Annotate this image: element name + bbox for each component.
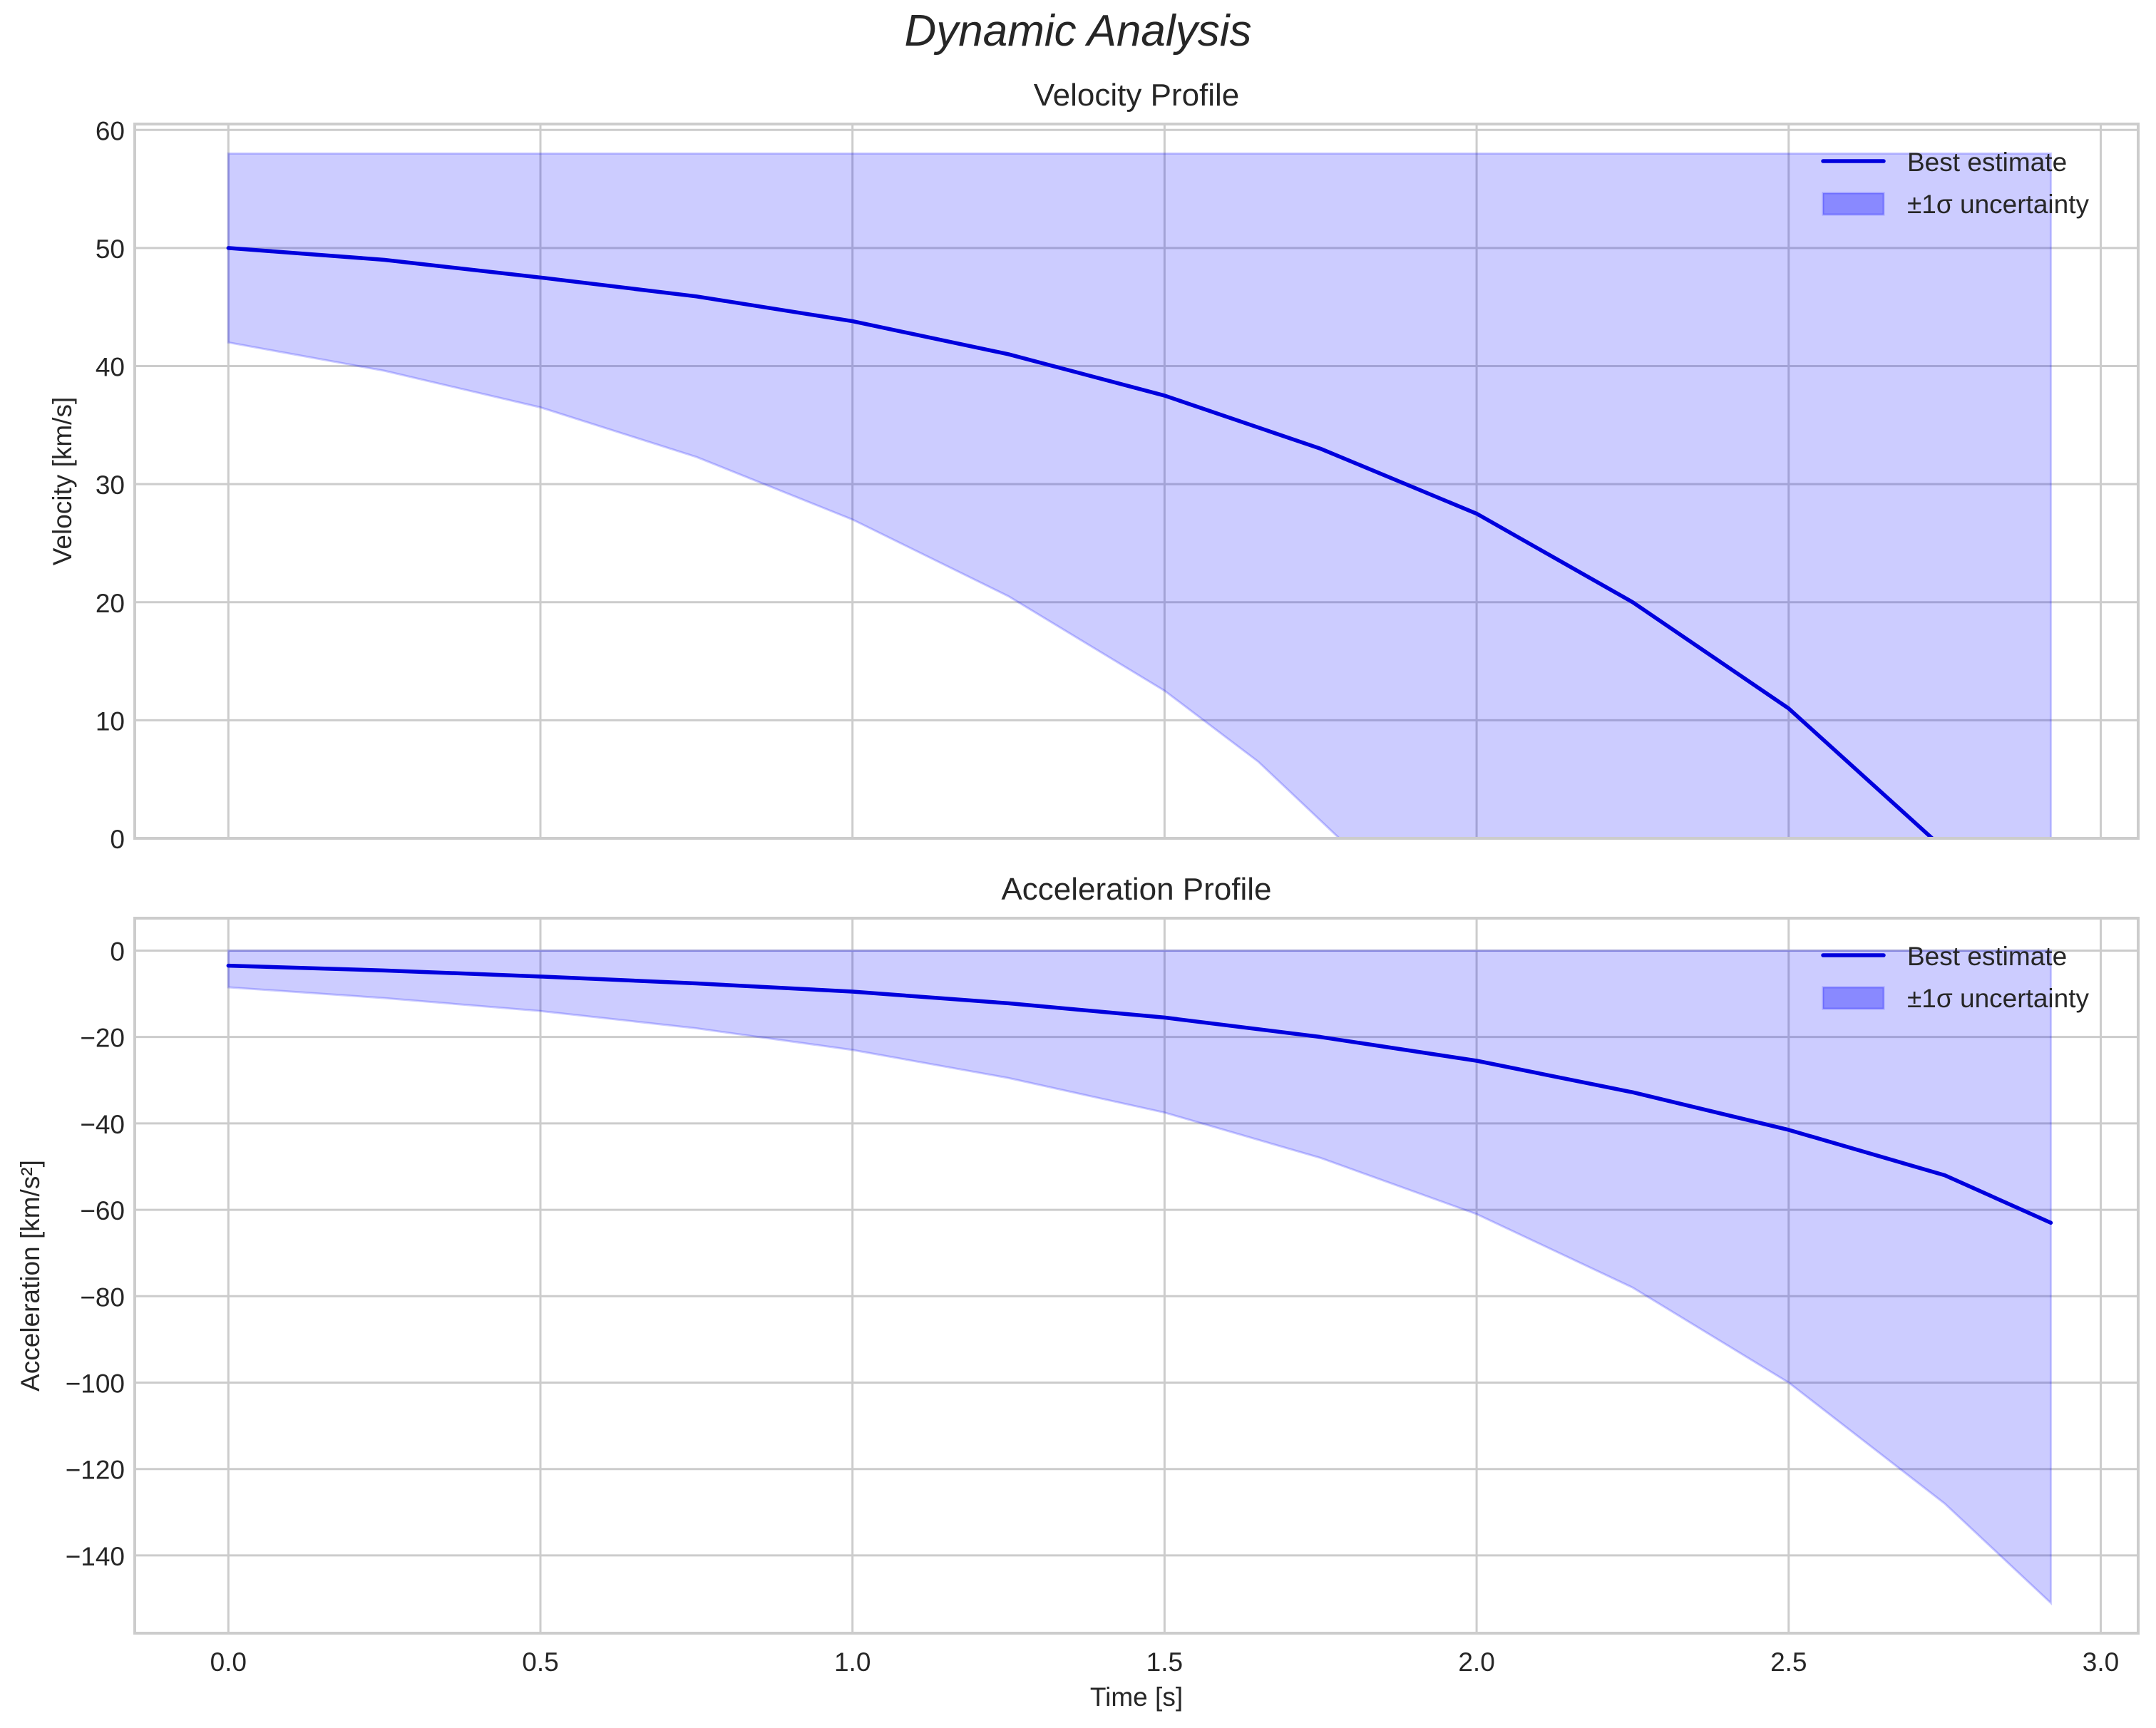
y-tick-label: −80 bbox=[80, 1282, 125, 1312]
y-tick-label: −120 bbox=[66, 1456, 125, 1485]
y-tick-label: −140 bbox=[66, 1542, 125, 1571]
best-estimate-line bbox=[226, 963, 2053, 1225]
legend-label: Best estimate bbox=[1907, 942, 2067, 971]
subplot-title: Acceleration Profile bbox=[1001, 872, 1271, 907]
legend: Best estimate ±1σ uncertainty bbox=[1821, 942, 2089, 1013]
y-tick-label: 10 bbox=[96, 706, 125, 736]
grid-lines bbox=[135, 918, 2138, 1633]
y-tick-label: 60 bbox=[96, 116, 125, 145]
axes-frame bbox=[133, 917, 2140, 1635]
y-tick-label: 0 bbox=[110, 937, 125, 966]
y-axis-label: Acceleration [km/s²] bbox=[16, 1160, 45, 1392]
legend-band-swatch bbox=[1822, 986, 1885, 1010]
y-tick-label: −20 bbox=[80, 1024, 125, 1053]
x-tick-label: 1.0 bbox=[834, 1647, 871, 1677]
y-tick-label: −100 bbox=[66, 1369, 125, 1398]
legend: Best estimate ±1σ uncertainty bbox=[1821, 148, 2089, 219]
x-axis-label: Time [s] bbox=[1090, 1682, 1183, 1712]
axes-frame bbox=[133, 123, 2140, 840]
y-axis-label: Velocity [km/s] bbox=[48, 397, 77, 565]
x-tick-label: 1.5 bbox=[1146, 1647, 1183, 1677]
x-tick-label: 0.5 bbox=[522, 1647, 558, 1677]
subplot-velocity: 0 10 20 30 40 50 60 Velocity Profile Velocity [k… bbox=[48, 78, 2140, 854]
y-tick-label: 30 bbox=[96, 470, 125, 500]
y-tick-label: 40 bbox=[96, 353, 125, 382]
legend-label: ±1σ uncertainty bbox=[1907, 984, 2089, 1013]
uncertainty-band bbox=[227, 949, 2052, 1606]
x-tick-label: 2.0 bbox=[1458, 1647, 1494, 1677]
x-tick-label: 0.0 bbox=[210, 1647, 247, 1677]
y-tick-label: 20 bbox=[96, 589, 125, 618]
y-tick-label: 0 bbox=[110, 825, 125, 854]
best-estimate-line bbox=[226, 246, 1934, 838]
figure-title: Dynamic Analysis bbox=[904, 6, 1252, 56]
x-tick-label: 2.5 bbox=[1770, 1647, 1807, 1677]
subplot-title: Velocity Profile bbox=[1034, 78, 1240, 113]
legend-label: Best estimate bbox=[1907, 148, 2067, 177]
y-tick-label: 50 bbox=[96, 235, 125, 264]
y-tick-label: −40 bbox=[80, 1110, 125, 1139]
x-tick-label: 3.0 bbox=[2083, 1647, 2119, 1677]
legend-band-swatch bbox=[1822, 192, 1885, 216]
y-tick-label: −60 bbox=[80, 1196, 125, 1225]
subplot-acceleration: 0 −20 −40 −60 −80 −100 −120 −140 0.0 0.5 1.0 1.5 2.0… bbox=[16, 872, 2140, 1712]
uncertainty-band bbox=[227, 152, 2052, 838]
legend-label: ±1σ uncertainty bbox=[1907, 190, 2089, 219]
